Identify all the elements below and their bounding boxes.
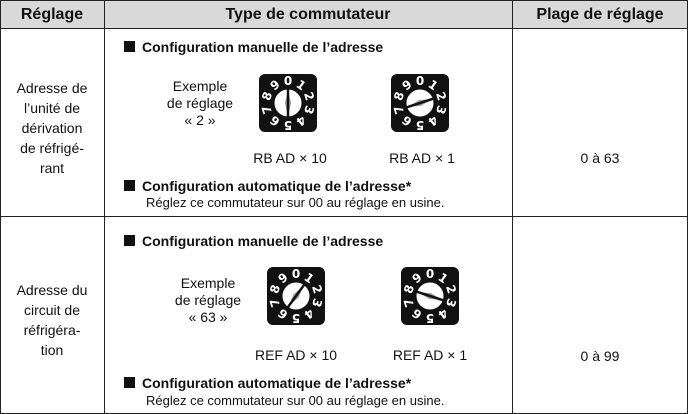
section-title: Configuration manuelle de l’adresse: [142, 233, 384, 249]
border: [0, 0, 1, 414]
switch-label: REF AD × 10: [254, 347, 338, 363]
dial-pointer: [406, 97, 434, 109]
border: [0, 216, 688, 217]
section-title: Configuration automatique de l’adresse*: [142, 178, 412, 194]
border: [0, 0, 688, 1]
bullet: [124, 180, 135, 191]
note: Réglez ce commutateur sur 00 au réglage …: [146, 393, 445, 408]
dial-digit: 3: [309, 297, 325, 309]
pointer-line: [286, 283, 306, 309]
example-line: « 63 »: [188, 309, 228, 325]
header-bg: [0, 0, 688, 28]
dial-digit: 5: [284, 118, 292, 132]
border: [0, 28, 688, 29]
dial-digit: 8: [259, 90, 275, 102]
dial-digit: 7: [401, 297, 417, 309]
switch-label: RB AD × 10: [253, 150, 327, 166]
dial-digit: 0: [292, 267, 300, 281]
range: 0 à 63: [580, 150, 620, 166]
dial-digit: 0: [426, 267, 434, 281]
dial-digit: 7: [391, 104, 407, 116]
setting-line: tion: [40, 342, 64, 358]
header-cell: Réglage: [20, 6, 84, 23]
section-title: Configuration manuelle de l’adresse: [142, 39, 384, 55]
dial-digit: 3: [443, 297, 459, 309]
example-line: Exemple: [180, 275, 236, 291]
dial-pointer: [416, 290, 444, 302]
dial-digit: 8: [401, 283, 417, 295]
note: Réglez ce commutateur sur 00 au réglage …: [146, 195, 445, 210]
switch-label: RB AD × 1: [389, 150, 455, 166]
dial-digit: 2: [309, 283, 325, 295]
dial-digit: 5: [426, 311, 434, 325]
example-line: Exemple: [172, 78, 228, 94]
dial-digit: 5: [416, 118, 424, 132]
dial-digit: 2: [443, 283, 459, 295]
border: [512, 0, 513, 414]
bullet: [124, 41, 135, 52]
setting-line: Adresse du: [16, 282, 88, 298]
section-title: Configuration automatique de l’adresse*: [142, 375, 412, 391]
dial-digit: 3: [433, 104, 449, 116]
bullet: [124, 235, 135, 246]
dial-pointer: [285, 89, 291, 117]
dial-digit: 0: [284, 74, 292, 88]
example-line: de réglage: [174, 292, 242, 308]
switch-label: REF AD × 1: [392, 347, 468, 363]
setting-line: réfrigéra-: [23, 322, 81, 338]
header-cell: Type de commutateur: [225, 6, 391, 23]
dial-digit: 7: [259, 104, 275, 116]
dial-digit: 2: [433, 90, 449, 102]
setting-line: de réfrigé-: [20, 140, 84, 156]
setting-line: rant: [39, 160, 65, 176]
dial-digit: 8: [391, 90, 407, 102]
range: 0 à 99: [580, 348, 620, 364]
dial-digit: 3: [301, 104, 317, 116]
example-line: « 2 »: [184, 112, 216, 128]
setting-line: circuit de: [23, 302, 81, 318]
setting-line: l’unité de: [23, 100, 81, 116]
header-cell: Plage de réglage: [536, 6, 664, 23]
dial-digit: 5: [292, 311, 300, 325]
border: [104, 0, 105, 414]
pointer-line: [406, 97, 434, 109]
setting-line: dérivation: [21, 120, 83, 136]
bullet: [124, 377, 135, 388]
pointer-line: [416, 290, 444, 302]
dial-digit: 8: [267, 283, 283, 295]
setting-line: Adresse de: [16, 80, 88, 96]
dial-digit: 2: [301, 90, 317, 102]
dial-digit: 0: [416, 74, 424, 88]
dial-pointer: [286, 283, 306, 309]
dial-digit: 7: [267, 297, 283, 309]
example-line: de réglage: [166, 95, 234, 111]
